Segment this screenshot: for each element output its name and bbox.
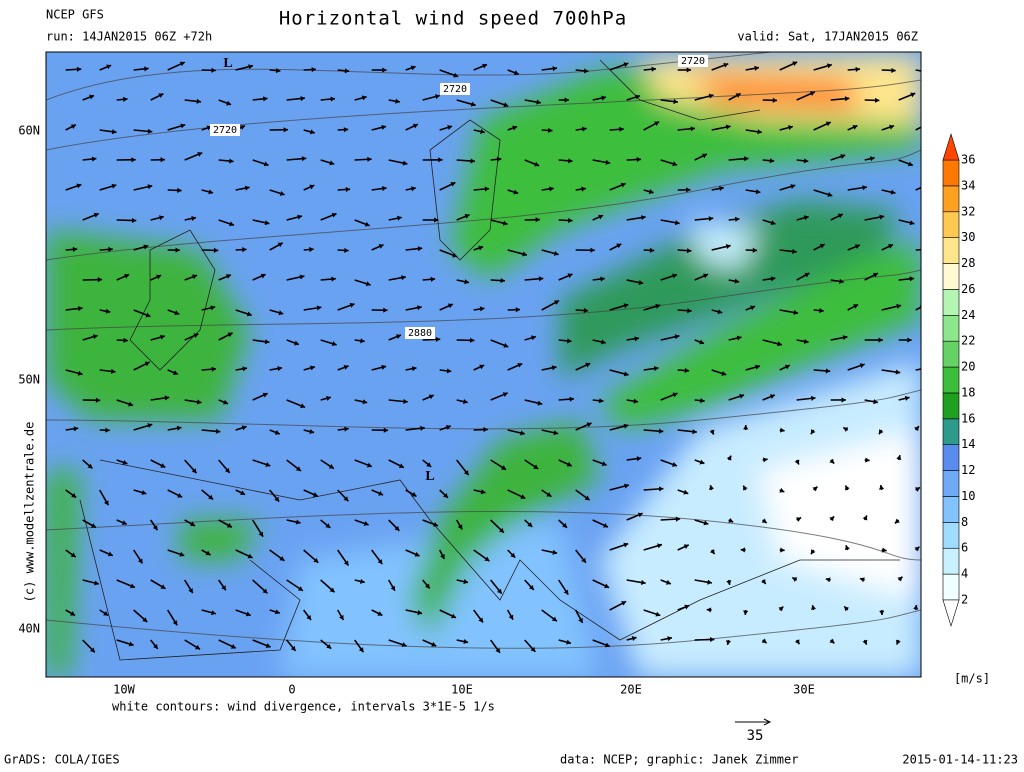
colorbar-label: 12 [961, 463, 975, 477]
low-marker: L [223, 56, 232, 71]
wind-arrow-head [939, 217, 943, 222]
valid-time: valid: Sat, 17JAN2015 06Z [737, 30, 918, 44]
colorbar-segment [943, 393, 959, 419]
colorbar-label: 26 [961, 282, 975, 296]
lat-label: 60N [18, 124, 40, 138]
wind-arrow-head [927, 247, 931, 252]
colorbar-label: 30 [961, 230, 975, 244]
lon-label: 0 [288, 683, 295, 697]
colorbar-under [943, 600, 959, 626]
colorbar-segment [943, 289, 959, 315]
colorbar-segment [943, 445, 959, 471]
lon-label: 30E [793, 683, 815, 697]
contour-label: 2720 [681, 56, 705, 67]
wind-arrow-head [922, 184, 927, 189]
colorbar-label: 20 [961, 360, 975, 374]
wind-arrow-head [933, 458, 938, 463]
colorbar-segment [943, 238, 959, 264]
contour-label: 2720 [213, 125, 237, 136]
colorbar-segment [943, 341, 959, 367]
colorbar-segment [943, 212, 959, 238]
timestamp: 2015-01-14-11:23 [902, 753, 1018, 767]
colorbar-label: 10 [961, 489, 975, 503]
colorbar-segment [943, 264, 959, 290]
wind-arrow [933, 515, 934, 520]
side-credit: (c) www.modellzentrale.de [23, 422, 37, 603]
map-field [46, 44, 950, 677]
model-name: NCEP GFS [46, 8, 104, 22]
colorbar-label: 8 [961, 515, 968, 529]
low-marker: L [425, 469, 434, 484]
vector-reference: 35 [747, 728, 764, 744]
colorbar-segment [943, 367, 959, 393]
lat-label: 40N [18, 622, 40, 636]
colorbar-label: 16 [961, 411, 975, 425]
data-credit: data: NCEP; graphic: Janek Zimmer [560, 753, 798, 767]
lon-label: 10E [451, 683, 473, 697]
contour-label: 2880 [408, 328, 432, 339]
wind-arrow [933, 640, 938, 642]
colorbar-label: 4 [961, 567, 968, 581]
wind-arrow-head [932, 638, 937, 643]
lon-label: 10W [113, 683, 135, 697]
wind-arrow [916, 249, 931, 250]
wind-arrow-head [930, 515, 935, 520]
colorbar-label: 2 [961, 593, 968, 607]
software-credit: GrADS: COLA/IGES [4, 753, 120, 767]
wind-arrow [933, 460, 938, 461]
colorbar-label: 14 [961, 437, 975, 451]
contour-label: 2720 [443, 84, 467, 95]
colorbar-segment [943, 419, 959, 445]
colorbar-label: 24 [961, 308, 975, 322]
caption: white contours: wind divergence, interva… [112, 700, 495, 714]
colorbar-segment [943, 471, 959, 497]
lat-label: 50N [18, 373, 40, 387]
colorbar-segment [943, 548, 959, 574]
colorbar-segment [943, 186, 959, 212]
wind-arrow-head [925, 122, 930, 127]
colorbar-segment [943, 315, 959, 341]
colorbar-over [943, 134, 959, 160]
lon-label: 20E [620, 683, 642, 697]
wind-arrow-head [940, 100, 945, 105]
colorbar-segment [943, 160, 959, 186]
colorbar-label: 28 [961, 256, 975, 270]
wind-arrow [933, 100, 945, 104]
colorbar-unit: [m/s] [954, 672, 990, 686]
colorbar-label: 6 [961, 541, 968, 555]
colorbar-label: 22 [961, 334, 975, 348]
colorbar-label: 18 [961, 385, 975, 399]
wind-arrow-head [928, 578, 933, 583]
colorbar-label: 32 [961, 204, 975, 218]
colorbar-label: 36 [961, 153, 975, 167]
run-info: run: 14JAN2015 06Z +72h [46, 30, 212, 44]
wind-arrow [928, 580, 933, 581]
colorbar-segment [943, 574, 959, 600]
colorbar-segment [943, 522, 959, 548]
map-title: Horizontal wind speed 700hPa [279, 8, 627, 30]
colorbar-segment [943, 496, 959, 522]
wind-arrow-head [927, 70, 932, 75]
wind-arrow-head [927, 365, 932, 370]
wind-arrow [933, 395, 944, 400]
colorbar-label: 34 [961, 178, 975, 192]
